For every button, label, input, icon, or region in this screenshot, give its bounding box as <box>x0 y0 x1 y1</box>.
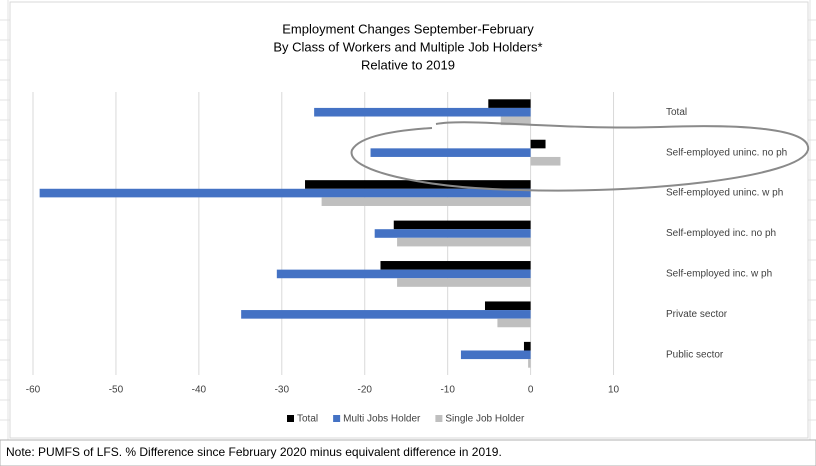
category-label: Self-employed uninc. w ph <box>666 188 783 199</box>
chart-title: Employment Changes September-February By … <box>273 21 542 72</box>
bar <box>528 359 531 368</box>
x-tick-label: -20 <box>358 385 373 396</box>
bar <box>497 318 531 328</box>
bar <box>380 261 531 270</box>
bar <box>276 269 531 279</box>
legend-label: Single Job Holder <box>445 414 525 425</box>
x-tick-label: -50 <box>109 385 124 396</box>
bar <box>530 139 546 149</box>
bar <box>460 350 531 360</box>
category-label: Self-employed inc. w ph <box>666 269 772 280</box>
bar <box>241 310 531 319</box>
x-tick-label: -30 <box>275 385 290 396</box>
category-label: Private sector <box>666 309 728 320</box>
category-label: Self-employed inc. no ph <box>666 228 776 239</box>
bar <box>397 278 531 287</box>
bar <box>370 148 531 157</box>
title-line: By Class of Workers and Multiple Job Hol… <box>273 39 542 54</box>
legend-swatch <box>287 415 294 422</box>
legend-label: Multi Jobs Holder <box>343 414 421 425</box>
bar <box>484 301 531 311</box>
bar <box>530 156 561 166</box>
hand-drawn-circle <box>350 121 810 192</box>
bar <box>305 180 531 189</box>
bar <box>488 99 531 108</box>
x-tick-label: -60 <box>26 385 41 396</box>
legend-swatch <box>333 415 341 422</box>
bar <box>393 220 531 230</box>
bar <box>374 229 531 238</box>
legend-label: Total <box>297 414 318 425</box>
x-tick-label: -10 <box>440 385 455 396</box>
bar <box>321 197 531 206</box>
title-line: Employment Changes September-February <box>282 21 534 36</box>
legend-swatch <box>435 415 443 422</box>
category-label: Public sector <box>666 349 724 360</box>
chart-area <box>9 1 809 439</box>
category-label: Total <box>666 107 687 118</box>
x-tick-label: 0 <box>528 385 534 396</box>
note-cell <box>0 439 816 466</box>
x-tick-label: -40 <box>192 385 207 396</box>
title-line: Relative to 2019 <box>361 57 455 72</box>
note: Note: PUMFS of LFS. % Difference since F… <box>6 445 502 459</box>
bar <box>39 188 531 198</box>
bar <box>500 116 531 126</box>
bar <box>397 237 531 247</box>
category-label: Self-employed uninc. no ph <box>666 147 787 158</box>
x-tick-label: 10 <box>608 385 620 396</box>
bar <box>523 341 531 351</box>
bar <box>314 107 531 117</box>
